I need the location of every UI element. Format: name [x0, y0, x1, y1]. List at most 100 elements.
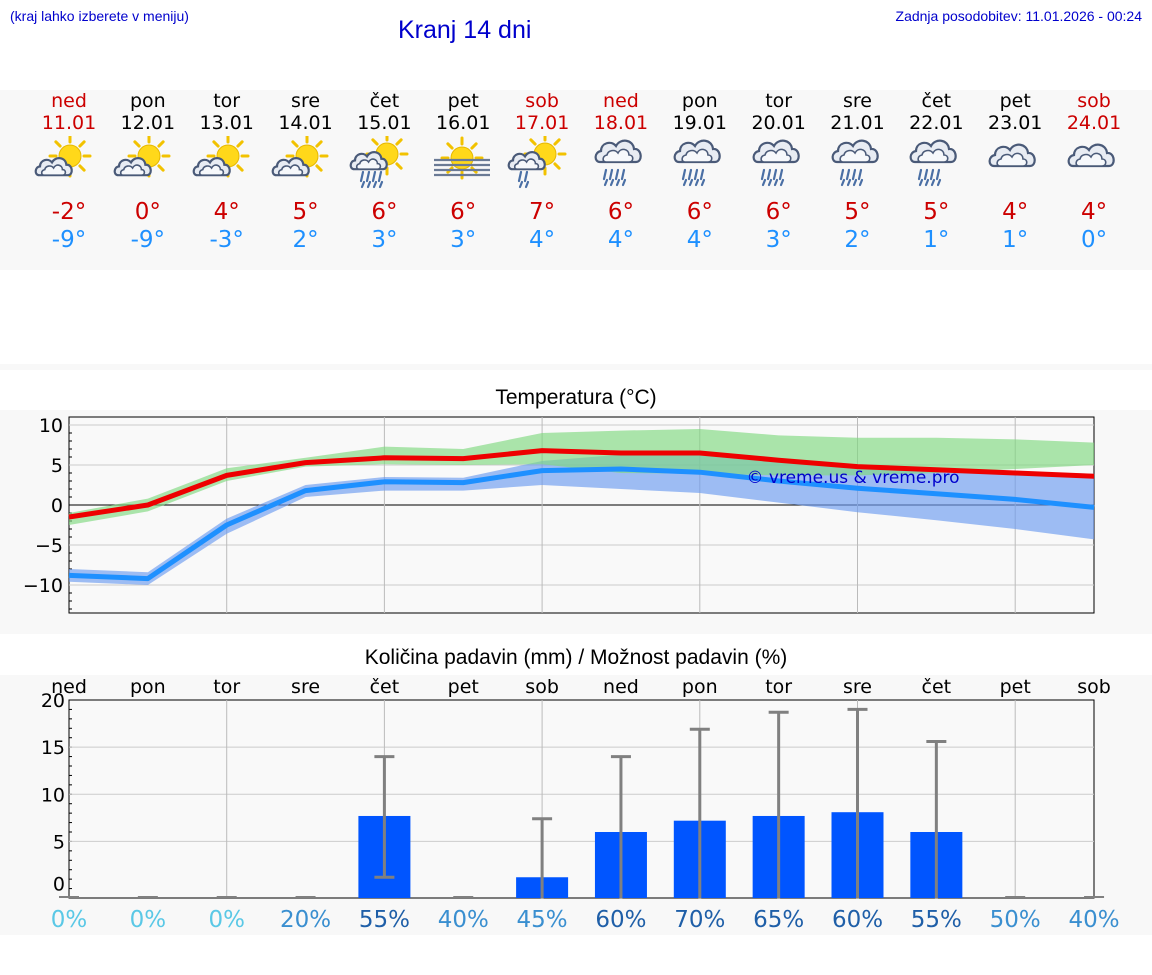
day-name: sob	[1077, 90, 1111, 112]
cloud	[1067, 143, 1115, 168]
raindrop	[779, 178, 784, 187]
raindrop	[852, 178, 857, 187]
sun-fog-icon	[434, 136, 491, 180]
sun-ray	[157, 164, 165, 172]
cloud	[909, 139, 958, 164]
temp-max: 6°	[371, 199, 398, 225]
cloud-inner	[602, 148, 634, 163]
cloud	[988, 143, 1036, 168]
precip-probability: 40%	[438, 907, 489, 933]
sun-ray	[553, 138, 561, 146]
temp-min: -9°	[130, 227, 166, 253]
cloud-inner	[759, 148, 792, 163]
cloud-icon	[988, 143, 1036, 168]
precip-probability: 0%	[130, 907, 167, 933]
sun-cloud-icon	[34, 136, 92, 178]
x-tick-label: tor	[213, 676, 240, 698]
precip-probability: 65%	[753, 907, 804, 933]
sun-cloud-icon	[271, 136, 329, 178]
cloud-inner	[996, 152, 1028, 167]
day-date: 15.01	[357, 112, 412, 134]
raindrop	[603, 178, 609, 187]
cloud-inner	[198, 164, 224, 177]
sun-ray	[54, 140, 62, 148]
day-date: 22.01	[909, 112, 964, 134]
raindrop	[518, 180, 524, 189]
raindrop	[761, 178, 766, 187]
sun-cloud-light-rain-icon	[507, 136, 567, 189]
x-tick-label: pon	[682, 676, 718, 698]
x-tick-label: sre	[291, 676, 320, 698]
raindrop	[682, 178, 687, 187]
cloud-rain-icon	[752, 139, 800, 187]
raindrop	[621, 178, 627, 187]
temp-max: 5°	[844, 199, 871, 225]
x-tick-label: pet	[448, 676, 479, 698]
temp-max: 7°	[529, 199, 556, 225]
cloud	[507, 151, 546, 171]
day-date: 11.01	[41, 112, 97, 134]
raindrop	[688, 178, 693, 187]
precipitation-chart-title: Količina padavin (mm) / Možnost padavin …	[364, 646, 788, 669]
day-date: 16.01	[436, 112, 491, 134]
raindrop	[614, 168, 620, 181]
sun-ray	[236, 140, 244, 148]
cloud-rain-icon	[673, 139, 721, 187]
rain	[602, 168, 627, 187]
raindrop	[373, 180, 378, 189]
temp-min: -9°	[51, 227, 87, 253]
rain	[681, 168, 705, 187]
raindrop	[840, 178, 845, 187]
sun-ray	[314, 164, 323, 172]
cloud-inner	[119, 164, 146, 177]
cloud-rain-icon	[831, 139, 879, 187]
raindrop	[760, 168, 765, 181]
y-tick-label: −10	[23, 575, 63, 597]
precip-probability: 0%	[208, 907, 245, 933]
cloud-inner	[917, 148, 949, 163]
y-tick-label: 10	[41, 784, 65, 806]
raindrop	[609, 178, 615, 187]
precip-probability: 70%	[674, 907, 725, 933]
temp-max: 6°	[607, 199, 634, 225]
raindrop	[687, 168, 692, 181]
cloud-inner	[838, 148, 871, 163]
raindrop	[681, 168, 686, 181]
sun-ray	[212, 140, 220, 148]
temp-min: 4°	[607, 227, 634, 253]
day-date: 19.01	[672, 112, 727, 134]
raindrop	[378, 170, 383, 183]
day-name: pon	[129, 90, 166, 112]
day-date: 21.01	[830, 112, 885, 134]
y-tick-label: 15	[41, 737, 65, 759]
cloud-rain-icon	[909, 139, 958, 187]
cloud	[271, 157, 310, 177]
raindrop	[924, 168, 929, 181]
rain	[360, 170, 384, 189]
temperature-chart-title: Temperatura (°C)	[495, 386, 657, 409]
day-name: ned	[603, 90, 639, 112]
cloud-rain-icon	[909, 139, 958, 187]
precip-probability: 45%	[517, 907, 568, 933]
raindrop	[699, 168, 704, 181]
location-hint[interactable]: (kraj lahko izberete v meniju)	[10, 8, 189, 24]
raindrop	[379, 180, 384, 189]
sun-cloud-icon	[192, 136, 250, 178]
sun-cloud-icon	[192, 136, 250, 178]
temp-max: 4°	[213, 199, 240, 225]
cloud	[113, 157, 152, 177]
cloud-rain-icon	[831, 139, 879, 187]
sun-cloud-light-rain-icon	[507, 136, 567, 189]
day-name: ned	[51, 90, 87, 112]
cloud	[673, 139, 721, 164]
day-date: 23.01	[987, 112, 1043, 134]
precip-probability: 55%	[911, 907, 962, 933]
raindrop	[620, 168, 626, 181]
raindrop	[930, 168, 935, 181]
cloud-icon	[988, 143, 1036, 168]
day-name: sre	[843, 90, 872, 112]
precipitation-chart: 20 15 10 5 0 ned 0% pon 0% tor 0% sre 20% čet 55% pet 40…	[41, 676, 1120, 933]
sun-cloud-icon	[34, 136, 92, 178]
y-tick-label: −5	[35, 535, 63, 557]
raindrop	[766, 168, 771, 181]
